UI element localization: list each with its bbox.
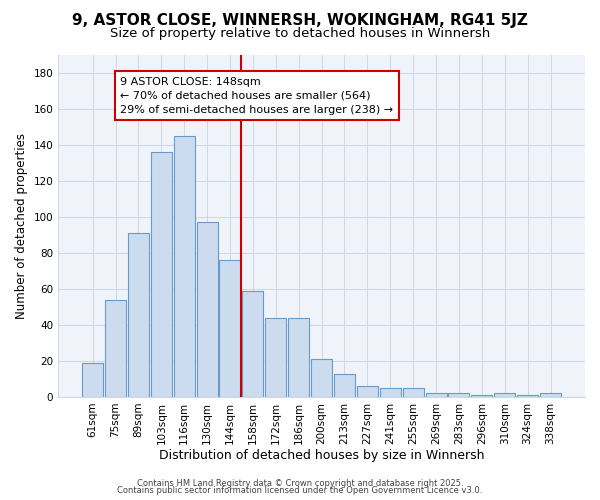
Bar [472, 395, 493, 397]
Text: Size of property relative to detached houses in Winnersh: Size of property relative to detached ho… [110, 28, 490, 40]
Text: Contains HM Land Registry data © Crown copyright and database right 2025.: Contains HM Land Registry data © Crown c… [137, 478, 463, 488]
Bar [151, 152, 172, 397]
X-axis label: Distribution of detached houses by size in Winnersh: Distribution of detached houses by size … [159, 450, 484, 462]
Bar [448, 394, 469, 397]
Bar [540, 394, 561, 397]
Text: Contains public sector information licensed under the Open Government Licence v3: Contains public sector information licen… [118, 486, 482, 495]
Bar [197, 222, 218, 397]
Bar [288, 318, 309, 397]
Bar [517, 395, 538, 397]
Bar [357, 386, 378, 397]
Bar [105, 300, 126, 397]
Bar [494, 394, 515, 397]
Bar [220, 260, 241, 397]
Bar [334, 374, 355, 397]
Y-axis label: Number of detached properties: Number of detached properties [15, 133, 28, 319]
Bar [311, 359, 332, 397]
Bar [265, 318, 286, 397]
Text: 9 ASTOR CLOSE: 148sqm
← 70% of detached houses are smaller (564)
29% of semi-det: 9 ASTOR CLOSE: 148sqm ← 70% of detached … [120, 76, 393, 114]
Bar [128, 233, 149, 397]
Bar [173, 136, 195, 397]
Bar [82, 363, 103, 397]
Text: 9, ASTOR CLOSE, WINNERSH, WOKINGHAM, RG41 5JZ: 9, ASTOR CLOSE, WINNERSH, WOKINGHAM, RG4… [72, 12, 528, 28]
Bar [242, 291, 263, 397]
Bar [403, 388, 424, 397]
Bar [425, 394, 446, 397]
Bar [380, 388, 401, 397]
